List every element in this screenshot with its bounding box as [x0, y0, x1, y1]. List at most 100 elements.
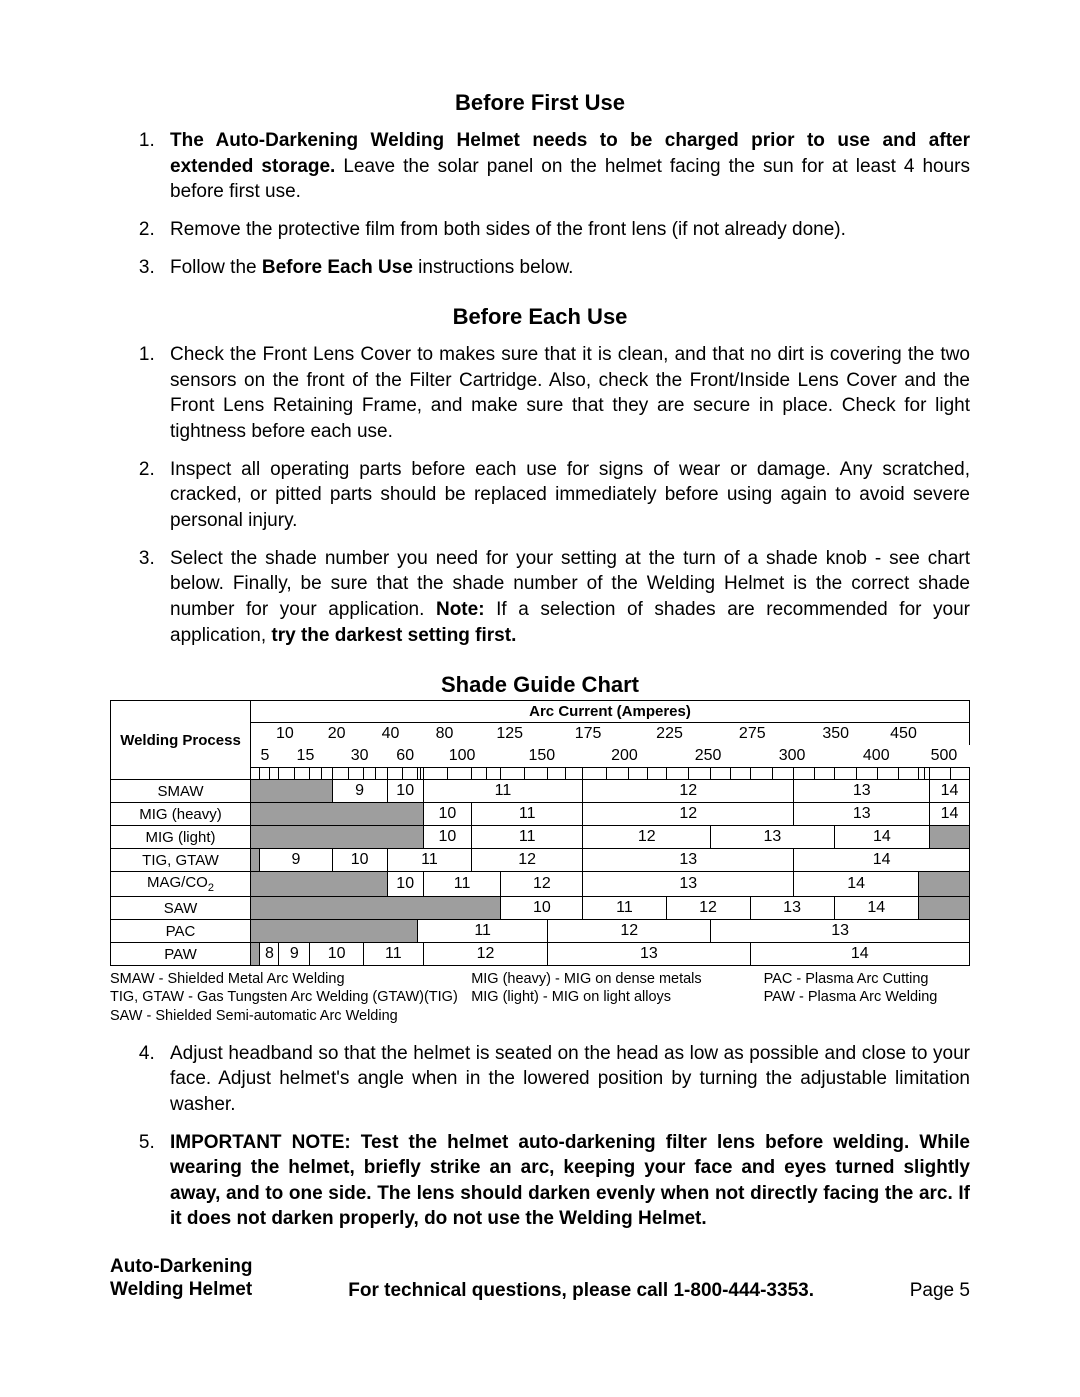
- tick-top: 450: [877, 723, 929, 746]
- tick-bottom: 100: [423, 745, 501, 768]
- list-after-chart: Adjust headband so that the helmet is se…: [110, 1041, 970, 1232]
- shade-value: 8: [260, 943, 279, 966]
- shade-value: 13: [794, 803, 930, 826]
- process-name: SAW: [111, 897, 251, 920]
- shade-value: 12: [583, 826, 711, 849]
- shade-cell: [251, 897, 501, 920]
- shade-value: 9: [332, 780, 387, 803]
- shade-value: 11: [472, 826, 583, 849]
- document-page: Before First Use The Auto-Darkening Weld…: [0, 0, 1080, 1342]
- shade-value: 11: [387, 849, 471, 872]
- shade-value: 11: [423, 780, 583, 803]
- shade-value: 14: [834, 897, 918, 920]
- shade-value: 13: [750, 897, 834, 920]
- shade-cell: [918, 872, 969, 897]
- shade-value: 10: [387, 780, 423, 803]
- tick-bottom: 15: [279, 745, 332, 768]
- process-name: TIG, GTAW: [111, 849, 251, 872]
- shade-value: 12: [501, 872, 583, 897]
- chart-legend: SMAW - Shielded Metal Arc WeldingTIG, GT…: [110, 970, 970, 1024]
- page-footer: Auto-Darkening Welding Helmet For techni…: [110, 1256, 970, 1302]
- process-name: MIG (light): [111, 826, 251, 849]
- footer-phone: For technical questions, please call 1-8…: [348, 1280, 814, 1302]
- shade-cell: [251, 803, 424, 826]
- legend-item: SMAW - Shielded Metal Arc Welding: [110, 970, 471, 988]
- shade-guide-chart: Welding ProcessArc Current (Amperes) 102…: [110, 700, 970, 966]
- heading-before-first-use: Before First Use: [110, 90, 970, 116]
- shade-value: 10: [332, 849, 387, 872]
- list-item: Remove the protective film from both sid…: [160, 217, 970, 243]
- shade-value: 13: [583, 872, 794, 897]
- shade-cell: [251, 872, 388, 897]
- shade-value: 12: [548, 920, 711, 943]
- list-before-each-use: Check the Front Lens Cover to makes sure…: [110, 342, 970, 648]
- shade-value: 13: [711, 920, 970, 943]
- footer-page-number: Page 5: [910, 1280, 970, 1302]
- shade-value: 12: [423, 943, 548, 966]
- shade-value: 10: [423, 826, 471, 849]
- tick-bottom: 60: [387, 745, 423, 768]
- shade-value: 14: [794, 849, 970, 872]
- tick-top: 10: [260, 723, 310, 746]
- shade-value: 9: [279, 943, 310, 966]
- shade-value: 13: [583, 849, 794, 872]
- tick-top: 20: [310, 723, 364, 746]
- legend-column: MIG (heavy) - MIG on dense metalsMIG (li…: [471, 970, 763, 1024]
- tick-top: 175: [548, 723, 629, 746]
- shade-cell: [918, 897, 969, 920]
- chart-title: Shade Guide Chart: [110, 672, 970, 698]
- tick-top: 125: [472, 723, 548, 746]
- list-item: The Auto-Darkening Welding Helmet needs …: [160, 128, 970, 205]
- tick-top: 225: [628, 723, 710, 746]
- legend-item: TIG, GTAW - Gas Tungsten Arc Welding (GT…: [110, 988, 471, 1006]
- list-item: Select the shade number you need for you…: [160, 546, 970, 649]
- legend-item: PAC - Plasma Arc Cutting: [764, 970, 970, 988]
- tick-bottom: 500: [918, 745, 969, 768]
- shade-value: 13: [711, 826, 834, 849]
- header-welding-process: Welding Process: [111, 701, 251, 780]
- shade-value: 12: [583, 803, 794, 826]
- list-item: IMPORTANT NOTE: Test the helmet auto-dar…: [160, 1130, 970, 1233]
- shade-value: 11: [364, 943, 424, 966]
- shade-cell: [251, 943, 260, 966]
- shade-cell: [251, 780, 333, 803]
- legend-item: SAW - Shielded Semi-automatic Arc Weldin…: [110, 1007, 471, 1025]
- shade-value: 10: [387, 872, 423, 897]
- shade-value: 10: [310, 943, 364, 966]
- tick-bottom: 250: [666, 745, 750, 768]
- shade-cell: [251, 920, 418, 943]
- shade-value: 14: [794, 872, 918, 897]
- list-item: Adjust headband so that the helmet is se…: [160, 1041, 970, 1118]
- legend-column: PAC - Plasma Arc CuttingPAW - Plasma Arc…: [764, 970, 970, 1024]
- legend-item: PAW - Plasma Arc Welding: [764, 988, 970, 1006]
- shade-cell: [251, 826, 424, 849]
- tick-top: 40: [364, 723, 418, 746]
- tick-bottom: 30: [332, 745, 387, 768]
- process-name: MAG/CO2: [111, 872, 251, 897]
- shade-value: 9: [260, 849, 332, 872]
- process-name: SMAW: [111, 780, 251, 803]
- tick-bottom: 200: [583, 745, 666, 768]
- shade-value: 14: [834, 826, 929, 849]
- legend-item: MIG (heavy) - MIG on dense metals: [471, 970, 763, 988]
- tick-top: 80: [417, 723, 471, 746]
- shade-value: 11: [423, 872, 501, 897]
- shade-cell: [251, 849, 260, 872]
- process-name: PAC: [111, 920, 251, 943]
- shade-value: 11: [417, 920, 547, 943]
- tick-top: 275: [711, 723, 794, 746]
- tick-bottom: 5: [251, 745, 279, 768]
- shade-value: 14: [930, 780, 970, 803]
- process-name: PAW: [111, 943, 251, 966]
- tick-bottom: 300: [750, 745, 834, 768]
- shade-value: 14: [750, 943, 970, 966]
- shade-value: 11: [472, 803, 583, 826]
- shade-value: 13: [548, 943, 750, 966]
- shade-value: 14: [930, 803, 970, 826]
- shade-value: 10: [423, 803, 471, 826]
- footer-product-name: Auto-Darkening Welding Helmet: [110, 1256, 253, 1302]
- shade-value: 13: [794, 780, 930, 803]
- list-item: Inspect all operating parts before each …: [160, 457, 970, 534]
- tick-top: 350: [794, 723, 878, 746]
- process-name: MIG (heavy): [111, 803, 251, 826]
